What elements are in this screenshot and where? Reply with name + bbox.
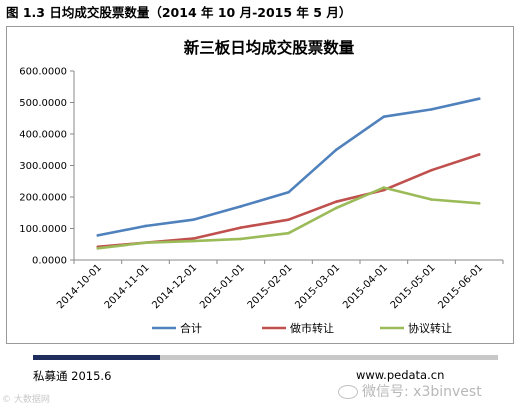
corner-watermark: © 大数据网 bbox=[2, 395, 50, 405]
x-tick-label: 2014-12-01 bbox=[150, 262, 199, 311]
data-point bbox=[382, 186, 386, 189]
series-lines bbox=[96, 97, 481, 250]
chart-title: 新三板日均成交股票数量 bbox=[184, 38, 355, 57]
x-tick-label: 2014-11-01 bbox=[103, 262, 152, 311]
data-point bbox=[144, 224, 147, 228]
line-chart: 新三板日均成交股票数量 0.0000 100.0000 200.0000 300.00… bbox=[19, 38, 504, 335]
axes bbox=[73, 71, 503, 261]
x-tick-label: 2014-10-01 bbox=[55, 262, 104, 311]
x-axis-ticks: 2014-10-012014-11-012014-12-012015-01-01… bbox=[55, 260, 504, 311]
x-tick-label: 2015-05-01 bbox=[389, 262, 438, 311]
data-point bbox=[430, 108, 433, 111]
y-tick-label: 200.0000 bbox=[19, 193, 67, 204]
y-tick-label: 500.0000 bbox=[19, 98, 67, 109]
legend-label: 做市转让 bbox=[290, 321, 334, 335]
data-point bbox=[382, 188, 386, 192]
data-point bbox=[96, 247, 100, 250]
figure-title: 图 1.3 日均成交股票数量（2014 年 10 月-2015 年 5 月） bbox=[6, 5, 352, 20]
y-tick-label: 300.0000 bbox=[19, 161, 67, 172]
footer-band-light bbox=[160, 355, 498, 360]
data-point bbox=[239, 205, 243, 208]
y-tick-label: 0.0000 bbox=[32, 256, 67, 267]
footer-band-dark bbox=[33, 355, 160, 360]
legend-label: 合计 bbox=[180, 321, 202, 335]
data-point bbox=[382, 115, 386, 118]
legend-label: 协议转让 bbox=[408, 321, 452, 335]
y-tick-label: 400.0000 bbox=[19, 130, 67, 141]
footer-source: 私募通 2015.6 bbox=[33, 369, 112, 383]
y-tick-label: 600.0000 bbox=[19, 67, 67, 78]
chart-container: 新三板日均成交股票数量 0.0000 100.0000 200.0000 300.00… bbox=[6, 26, 514, 344]
series-line bbox=[96, 97, 481, 237]
data-point bbox=[287, 218, 290, 221]
footer-url: www.pedata.cn bbox=[356, 368, 445, 382]
data-point bbox=[477, 202, 481, 205]
data-point bbox=[334, 200, 338, 204]
wechat-watermark: 微信号: x3binvest bbox=[338, 381, 482, 401]
data-point bbox=[191, 218, 195, 221]
wechat-icon bbox=[338, 385, 358, 399]
data-point bbox=[287, 190, 290, 194]
data-point bbox=[334, 148, 338, 152]
data-point bbox=[430, 198, 433, 201]
data-point bbox=[191, 239, 195, 243]
series-line bbox=[96, 186, 481, 250]
data-point bbox=[239, 237, 243, 241]
data-point bbox=[191, 237, 195, 240]
data-point bbox=[430, 168, 433, 172]
data-point bbox=[477, 97, 481, 101]
y-axis-ticks: 0.0000 100.0000 200.0000 300.0000 400.0000 50… bbox=[19, 67, 74, 267]
x-tick-label: 2015-06-01 bbox=[436, 262, 485, 311]
y-tick-label: 100.0000 bbox=[19, 224, 67, 235]
x-tick-label: 2015-04-01 bbox=[341, 262, 390, 311]
data-point bbox=[239, 226, 243, 229]
wechat-id: 微信号: x3binvest bbox=[362, 384, 482, 400]
data-point bbox=[287, 231, 290, 235]
data-point bbox=[96, 234, 100, 237]
data-point bbox=[477, 153, 481, 156]
x-tick-label: 2015-02-01 bbox=[246, 262, 295, 311]
legend: 合计 做市转让 协议转让 bbox=[152, 321, 452, 335]
data-point bbox=[144, 241, 147, 244]
data-point bbox=[334, 206, 338, 210]
x-tick-label: 2015-01-01 bbox=[198, 262, 247, 311]
x-tick-label: 2015-03-01 bbox=[293, 262, 342, 311]
